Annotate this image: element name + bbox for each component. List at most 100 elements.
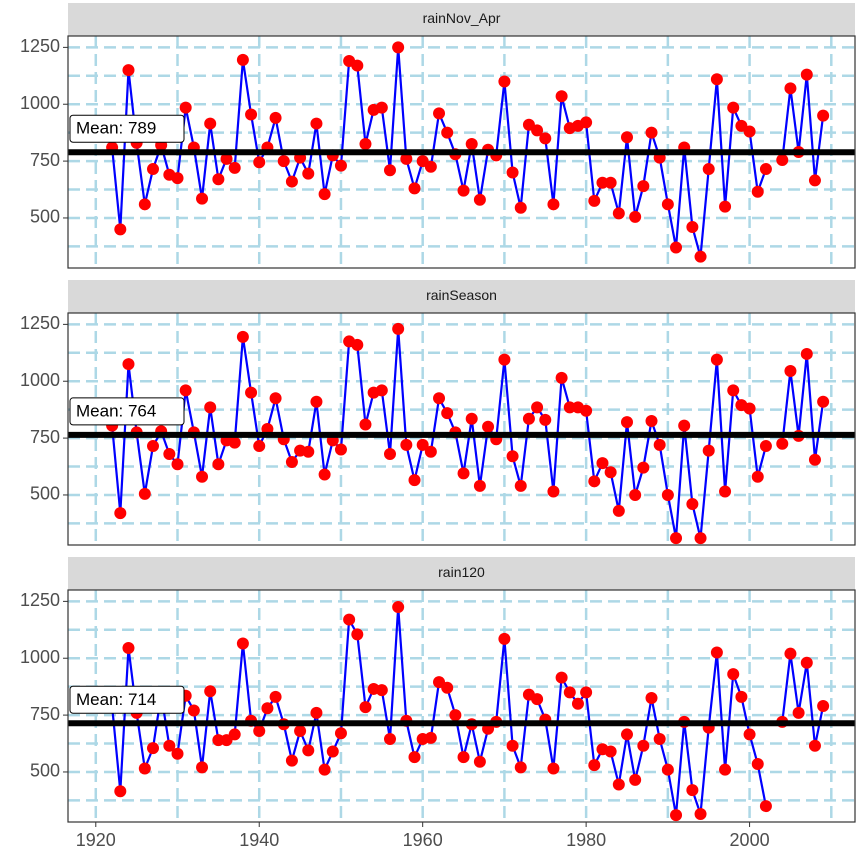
point [122, 64, 135, 77]
point [138, 762, 151, 775]
point [400, 152, 413, 165]
point [400, 438, 413, 451]
point [204, 401, 217, 414]
point [245, 108, 258, 121]
point [498, 353, 511, 366]
point [604, 176, 617, 189]
point [253, 156, 266, 169]
point [285, 455, 298, 468]
point [580, 116, 593, 129]
point [236, 330, 249, 343]
point [514, 201, 527, 214]
point [204, 117, 217, 130]
point [694, 808, 707, 821]
point [612, 207, 625, 220]
y-tick-label: 1250 [20, 313, 60, 333]
point [514, 479, 527, 492]
panel-border [67, 35, 856, 269]
point [310, 117, 323, 130]
point [629, 210, 642, 223]
point [171, 747, 184, 760]
point [204, 685, 217, 698]
point [792, 706, 805, 719]
point [571, 697, 584, 710]
point [702, 163, 715, 176]
point [285, 754, 298, 767]
point [670, 809, 683, 822]
y-tick-label: 1000 [20, 370, 60, 390]
point [702, 444, 715, 457]
point [637, 461, 650, 474]
point [465, 138, 478, 151]
point [334, 443, 347, 456]
point [285, 175, 298, 188]
panel-title: rain120 [438, 564, 485, 580]
point [196, 192, 209, 205]
point [531, 124, 544, 137]
point [694, 250, 707, 263]
point [146, 742, 159, 755]
point [228, 728, 241, 741]
point [457, 184, 470, 197]
point [212, 173, 225, 186]
point [800, 656, 813, 669]
point [694, 532, 707, 545]
point [808, 739, 821, 752]
point [359, 418, 372, 431]
point [392, 322, 405, 335]
point [661, 198, 674, 211]
point [269, 392, 282, 405]
point [539, 413, 552, 426]
point [522, 412, 535, 425]
point [179, 384, 192, 397]
point [441, 126, 454, 139]
point [596, 457, 609, 470]
point [187, 704, 200, 717]
point [498, 632, 511, 645]
point [645, 415, 658, 428]
strip [68, 557, 855, 590]
point [808, 453, 821, 466]
point [661, 488, 674, 501]
point [612, 778, 625, 791]
point [408, 474, 421, 487]
point [800, 347, 813, 360]
point [547, 762, 560, 775]
point [392, 601, 405, 614]
point [383, 732, 396, 745]
point [269, 111, 282, 124]
point [441, 681, 454, 694]
y-tick-label: 750 [30, 150, 60, 170]
point [620, 728, 633, 741]
point [784, 365, 797, 377]
point [408, 751, 421, 764]
point [784, 82, 797, 95]
point [196, 470, 209, 483]
x-tick-label: 1940 [239, 830, 279, 850]
y-tick-label: 1000 [20, 93, 60, 113]
y-tick-label: 1250 [20, 590, 60, 610]
point [449, 709, 462, 722]
point [670, 241, 683, 254]
point [465, 412, 478, 425]
point [514, 761, 527, 774]
point [261, 702, 274, 715]
point [555, 90, 568, 103]
x-tick-label: 1980 [566, 830, 606, 850]
mean-label: Mean: 714 [76, 690, 156, 709]
y-tick-label: 750 [30, 427, 60, 447]
point [146, 440, 159, 453]
point [710, 73, 723, 86]
point [408, 182, 421, 195]
point [776, 437, 789, 450]
point [138, 487, 151, 500]
point [817, 109, 830, 122]
point [727, 101, 740, 114]
point [482, 420, 495, 433]
point [612, 504, 625, 517]
point [310, 395, 323, 408]
strip [68, 3, 855, 36]
point [375, 101, 388, 114]
point [531, 693, 544, 706]
